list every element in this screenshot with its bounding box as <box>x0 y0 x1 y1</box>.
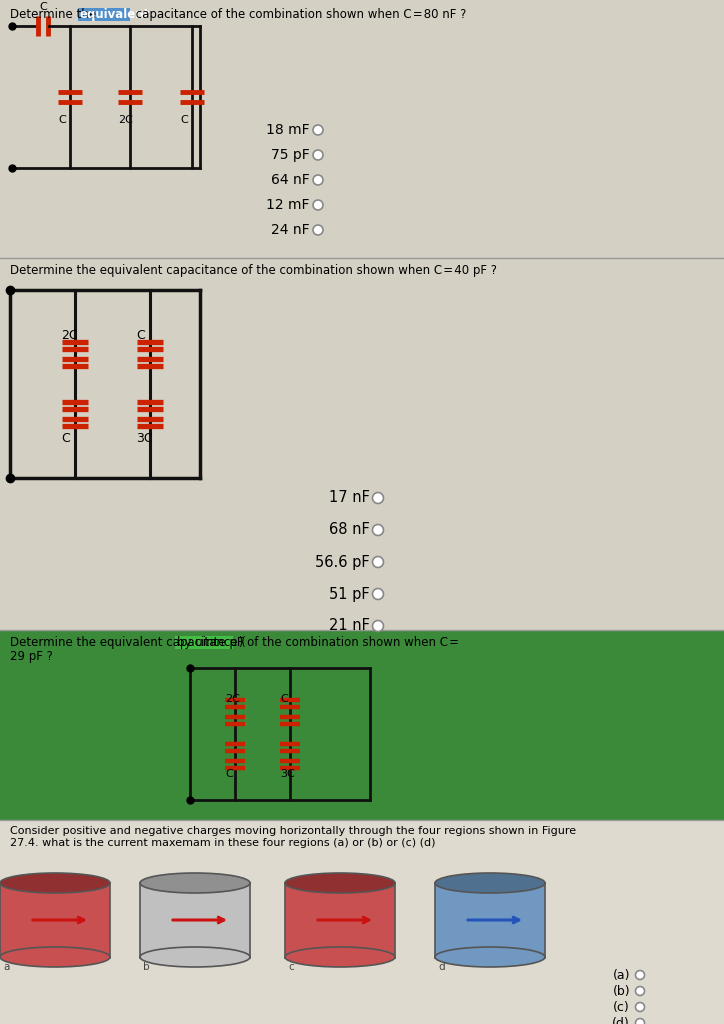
Text: d: d <box>438 962 445 972</box>
Text: 51 pF: 51 pF <box>329 587 370 601</box>
Text: 29 pF ?: 29 pF ? <box>10 650 53 663</box>
Circle shape <box>373 493 384 504</box>
Text: Consider positive and negative charges moving horizontally through the four regi: Consider positive and negative charges m… <box>10 826 576 848</box>
Text: c: c <box>288 962 294 972</box>
Text: 3C: 3C <box>136 432 153 445</box>
Text: (d): (d) <box>613 1017 630 1024</box>
Bar <box>0 630 724 820</box>
Text: 12 mF: 12 mF <box>266 198 310 212</box>
Bar <box>78 8 130 22</box>
Ellipse shape <box>140 873 250 893</box>
Circle shape <box>636 986 644 995</box>
Bar <box>285 883 395 958</box>
Text: Determine the equivalent capacitance (: Determine the equivalent capacitance ( <box>10 636 250 649</box>
Text: 68 nF: 68 nF <box>329 522 370 538</box>
Text: Determine the equivalent capacitance of the combination shown when C = 40 pF ?: Determine the equivalent capacitance of … <box>10 264 497 278</box>
Text: C: C <box>180 115 188 125</box>
Circle shape <box>313 200 323 210</box>
Text: ) of the combination shown when C =: ) of the combination shown when C = <box>235 636 459 649</box>
Circle shape <box>636 1019 644 1024</box>
Text: (c): (c) <box>613 1000 630 1014</box>
Circle shape <box>313 125 323 135</box>
Ellipse shape <box>140 947 250 967</box>
Text: C: C <box>225 769 232 779</box>
Text: C: C <box>58 115 66 125</box>
Bar <box>0 883 110 958</box>
Text: C: C <box>61 432 70 445</box>
Text: 2C: 2C <box>61 329 77 342</box>
Text: C: C <box>39 2 47 12</box>
Text: 17 nF: 17 nF <box>329 490 370 506</box>
Text: Determine the: Determine the <box>10 8 100 22</box>
Text: (a): (a) <box>613 969 630 981</box>
Text: 2C: 2C <box>118 115 133 125</box>
Circle shape <box>373 524 384 536</box>
Text: b: b <box>143 962 150 972</box>
Text: a: a <box>3 962 9 972</box>
Ellipse shape <box>285 947 395 967</box>
Text: capacitance of the combination shown when C = 80 nF ?: capacitance of the combination shown whe… <box>132 8 466 22</box>
Ellipse shape <box>285 873 395 893</box>
Text: 75 pF: 75 pF <box>272 148 310 162</box>
Bar <box>175 636 233 649</box>
Text: 2C: 2C <box>225 694 240 705</box>
Text: 64 nF: 64 nF <box>272 173 310 187</box>
Circle shape <box>636 971 644 980</box>
Text: 3C: 3C <box>280 769 295 779</box>
Text: by uinte pF: by uinte pF <box>177 636 243 649</box>
Circle shape <box>636 1002 644 1012</box>
Bar <box>140 883 250 958</box>
Bar <box>435 883 545 958</box>
Bar <box>0 820 724 1024</box>
Ellipse shape <box>0 873 110 893</box>
Text: C: C <box>136 329 145 342</box>
Text: 21 nF: 21 nF <box>329 618 370 634</box>
Ellipse shape <box>435 947 545 967</box>
Text: C: C <box>280 694 287 705</box>
Text: 56.6 pF: 56.6 pF <box>316 555 370 569</box>
Text: (b): (b) <box>613 984 630 997</box>
Text: 18 mF: 18 mF <box>266 123 310 137</box>
Ellipse shape <box>0 947 110 967</box>
Circle shape <box>373 589 384 599</box>
Circle shape <box>373 621 384 632</box>
Text: 24 nF: 24 nF <box>272 223 310 237</box>
Bar <box>0 258 724 630</box>
Circle shape <box>373 556 384 567</box>
Bar <box>0 0 724 258</box>
Text: equivalent: equivalent <box>80 8 151 22</box>
Ellipse shape <box>435 873 545 893</box>
Circle shape <box>313 225 323 234</box>
Circle shape <box>313 175 323 185</box>
Circle shape <box>313 150 323 160</box>
